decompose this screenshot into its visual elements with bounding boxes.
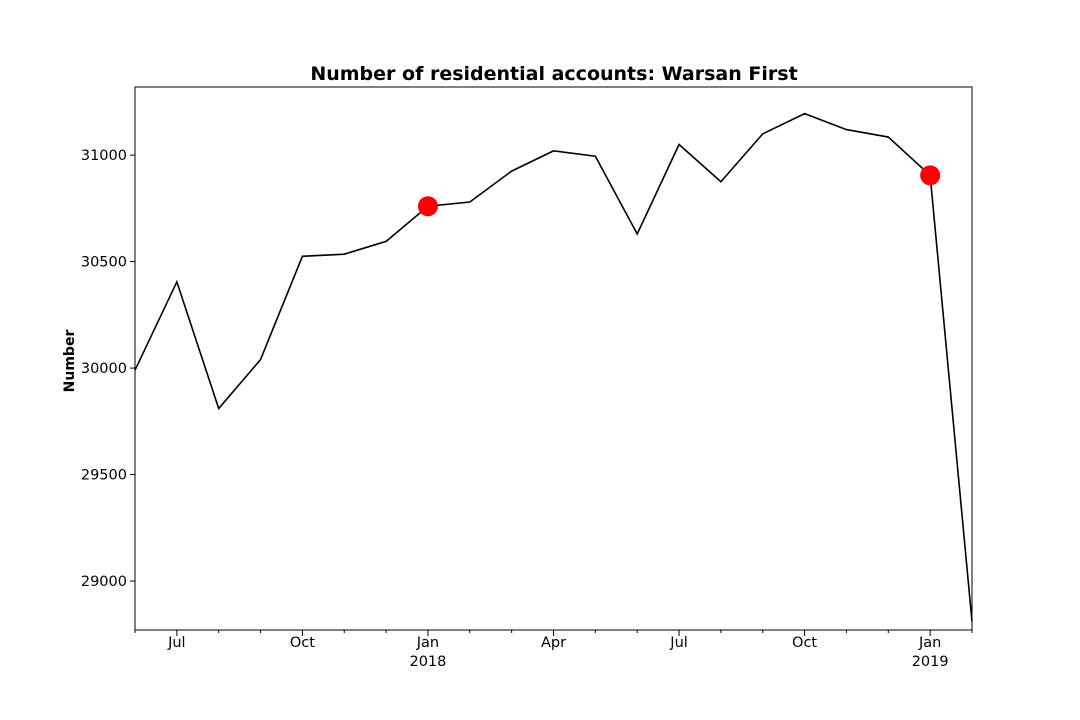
x-tick-label: Jul [167,635,186,651]
y-axis-label: Number [62,330,78,393]
y-tick-label: 29500 [81,468,127,484]
y-axis: 29000 29500 30000 30500 31000 [81,148,135,590]
y-tick-label: 30000 [81,361,127,377]
highlight-markers [417,165,941,217]
x-tick-label: Jan [416,635,439,651]
x-tick-label: Oct [792,635,817,651]
y-tick-label: 31000 [81,148,127,164]
highlight-point [417,196,438,217]
series-line [134,112,973,622]
highlight-point [920,165,941,186]
plot-frame [134,86,973,631]
x-tick-year-label: 2018 [409,654,446,670]
x-tick-label: Apr [541,635,566,651]
x-tick-label: Jan [918,635,941,651]
y-tick-label: 29000 [81,574,127,590]
x-axis: Jul Oct Jan 2018 Apr Jul Oct Jan 2019 [134,630,973,670]
plot-series [134,112,973,622]
x-tick-label: Jul [669,635,688,651]
chart-title: Number of residential accounts: Warsan F… [310,63,797,85]
x-tick-label: Oct [290,635,315,651]
x-tick-year-label: 2019 [912,654,949,670]
y-tick-label: 30500 [81,255,127,271]
